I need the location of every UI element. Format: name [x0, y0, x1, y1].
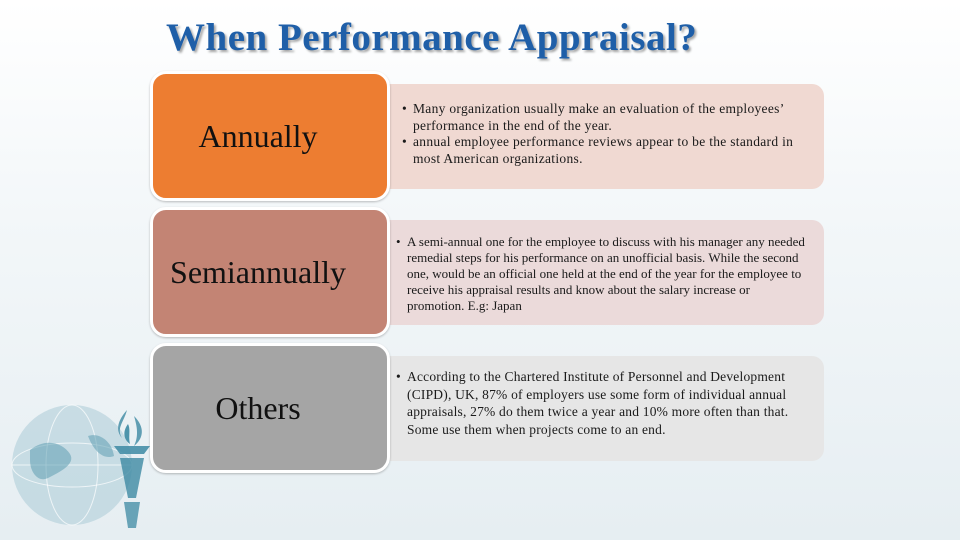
label-box-semiannually: Semiannually	[150, 207, 390, 337]
label-text: Semiannually	[170, 253, 346, 290]
bullet-list: A semi-annual one for the employee to di…	[396, 234, 810, 314]
bullet-item: According to the Chartered Institute of …	[396, 368, 810, 438]
label-box-others: Others	[150, 343, 390, 473]
bullet-item: Many organization usually make an evalua…	[402, 101, 810, 134]
description-panel: Many organization usually make an evalua…	[372, 84, 824, 189]
bullet-list: Many organization usually make an evalua…	[402, 101, 810, 167]
label-text: Annually	[198, 117, 318, 154]
description-panel: A semi-annual one for the employee to di…	[372, 220, 824, 325]
slide-title: When Performance Appraisal?	[166, 16, 698, 59]
bullet-item: annual employee performance reviews appe…	[402, 134, 810, 167]
description-panel: According to the Chartered Institute of …	[372, 356, 824, 461]
globe-torch-icon	[11, 404, 150, 528]
bullet-list: According to the Chartered Institute of …	[396, 368, 810, 438]
bullet-item: A semi-annual one for the employee to di…	[396, 234, 810, 314]
label-text: Others	[215, 389, 301, 426]
label-box-annually: Annually	[150, 71, 390, 201]
